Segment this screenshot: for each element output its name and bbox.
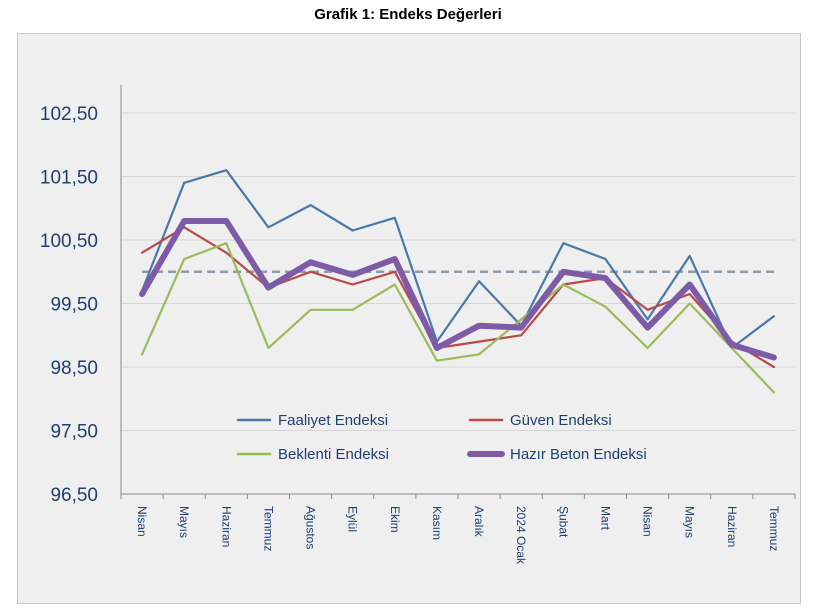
legend-label: Beklenti Endeksi [278,446,389,463]
x-tick-label: Mart [598,506,612,531]
x-tick-label: Haziran [725,506,739,547]
x-tick-label: Temmuz [261,506,275,551]
chart-area [17,33,801,604]
series-line [141,242,776,394]
x-tick-label: Nisan [135,506,149,537]
series-line [141,169,776,350]
y-tick-label: 100,50 [40,231,98,252]
y-tick-label: 98,50 [50,358,98,379]
x-tick-label: Ekim [388,506,402,533]
y-tick-label: 99,50 [50,295,98,316]
y-tick-label: 96,50 [50,485,98,506]
x-tick-label: Mayıs [177,506,191,538]
legend-label: Güven Endeksi [510,412,612,429]
legend-label: Hazır Beton Endeksi [510,446,647,463]
y-tick-label: 101,50 [40,168,98,189]
x-tick-label: Eylül [346,506,360,532]
x-tick-label: Kasım [430,506,444,540]
page-title: Grafik 1: Endeks Değerleri [314,6,502,23]
x-tick-label: Nisan [641,506,655,537]
x-tick-label: 2024 Ocak [514,506,528,565]
y-tick-label: 97,50 [50,422,98,443]
x-tick-label: Temmuz [767,506,781,551]
x-tick-label: Mayıs [683,506,697,538]
legend-label: Faaliyet Endeksi [278,412,388,429]
x-tick-label: Ağustos [304,506,318,549]
series-line [139,218,777,361]
x-tick-label: Haziran [219,506,233,547]
x-tick-label: Aralık [472,506,486,538]
x-tick-label: Şubat [556,506,570,538]
y-tick-label: 102,50 [40,104,98,125]
